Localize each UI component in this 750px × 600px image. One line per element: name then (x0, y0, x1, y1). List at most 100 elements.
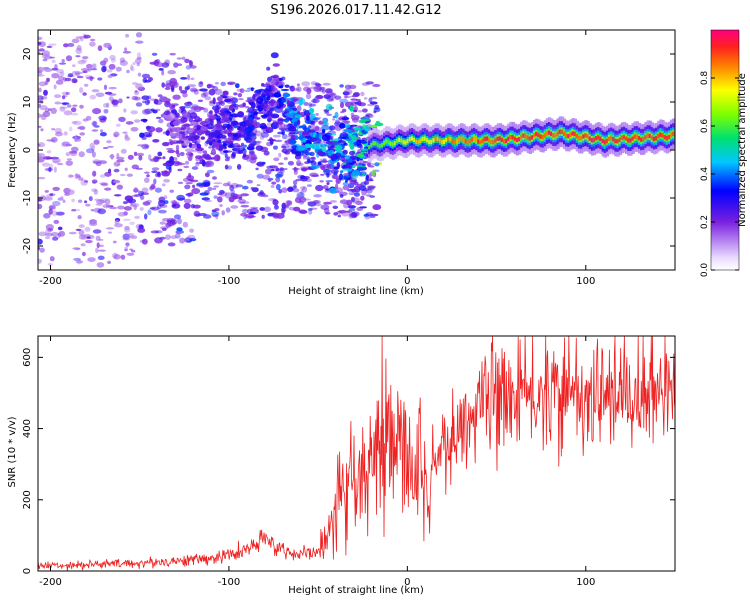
spectrogram-blob (329, 125, 336, 131)
spectrogram-blob (65, 91, 69, 96)
spectrogram-blob (303, 101, 309, 106)
spectrogram-blob (113, 194, 122, 197)
spectrogram-blob (325, 140, 334, 145)
spectrogram-blob (261, 161, 266, 165)
spectrogram-blob (157, 94, 163, 98)
spectrogram-blob (182, 92, 188, 98)
spectrogram-blob (262, 174, 270, 180)
spectrogram-blob (295, 178, 301, 182)
spectrogram-blob (332, 175, 340, 180)
spectrogram-blob (259, 207, 266, 211)
spectrogram-blob (368, 165, 375, 168)
spectrogram-blob (227, 181, 231, 186)
spectrogram-blob (126, 96, 130, 99)
spectrogram-blob (186, 234, 196, 240)
spectrogram-blob (240, 212, 247, 217)
spectrogram-blob (283, 157, 288, 161)
spectrogram-blob (167, 70, 176, 75)
spectrogram-blob (59, 71, 65, 77)
spectrogram-blob (97, 249, 107, 252)
spectrogram-blob (214, 130, 221, 136)
spectrogram-blob (351, 169, 361, 177)
spectrogram-band-cell (520, 134, 524, 140)
spectrogram-blob (183, 165, 190, 169)
spectrogram-blob (98, 115, 107, 121)
spectrogram-blob (228, 113, 233, 121)
spectrogram-blob (61, 95, 66, 100)
spectrogram-blob (316, 151, 324, 156)
spectrogram-blob (256, 184, 261, 187)
y-tick-label: 600 (22, 348, 33, 367)
spectrogram-blob (86, 236, 91, 239)
spectrogram-blob (288, 186, 294, 190)
spectrogram-blob (271, 84, 275, 92)
spectrogram-blob (67, 42, 75, 47)
spectrogram-blob (237, 150, 243, 154)
spectrogram-blob (220, 100, 225, 107)
y-tick-label: -20 (22, 238, 33, 254)
spectrogram-blob (233, 133, 238, 138)
spectrogram-blob (203, 214, 212, 219)
spectrogram-blob (44, 233, 54, 237)
spectrogram-band-cell (387, 139, 391, 145)
spectrogram-blob (311, 98, 320, 104)
spectrogram-blob (144, 171, 150, 174)
spectrogram-blob (272, 134, 281, 138)
spectrogram-blob (71, 121, 78, 124)
spectrogram-blob (139, 239, 146, 243)
spectrogram-band-cell (584, 133, 588, 138)
spectrogram-blob (177, 168, 183, 172)
spectrogram-blob (160, 226, 169, 230)
spectrogram-blob (275, 167, 280, 172)
spectrogram-blob (130, 127, 139, 132)
spectrogram-blob (188, 178, 194, 182)
spectrogram-blob (244, 89, 251, 93)
spectrogram-blob (266, 110, 273, 117)
spectrogram-blob (245, 99, 255, 103)
spectrogram-band-cell (518, 137, 522, 142)
spectrogram-blob (91, 89, 100, 93)
spectrogram-blob (303, 86, 311, 92)
spectrogram-blob (199, 192, 209, 196)
spectrogram-blob (247, 215, 256, 218)
spectrogram-blob (102, 204, 111, 209)
spectrogram-blob (334, 111, 339, 119)
spectrogram-blob (272, 198, 277, 201)
spectrogram-blob (146, 174, 150, 178)
spectrogram-blob (107, 145, 114, 148)
spectrogram-blob (90, 209, 95, 212)
spectrogram-blob (148, 154, 152, 161)
spectrogram-blob (38, 95, 44, 102)
spectrogram-blob (213, 142, 219, 148)
spectrogram-blob (108, 231, 113, 234)
spectrogram-blob (268, 179, 272, 182)
spectrogram-blob (204, 199, 213, 203)
spectrogram-blob (72, 120, 82, 126)
spectrogram-blob (224, 192, 233, 199)
spectrogram-blob (329, 200, 337, 203)
spectrogram-blob (109, 206, 118, 210)
spectrogram-blob (208, 115, 218, 120)
spectrogram-blob (155, 62, 164, 68)
spectrogram-blob (125, 33, 130, 38)
spectrogram-blob (45, 157, 54, 160)
spectrogram-blob (185, 148, 194, 153)
spectrogram-blob (168, 139, 173, 142)
spectrogram-blob (162, 227, 167, 231)
spectrogram-blob (181, 145, 188, 149)
spectrogram-blob (237, 134, 246, 138)
spectrogram-blob (51, 210, 58, 217)
spectrogram-blob (131, 249, 136, 253)
spectrogram-blob (38, 125, 42, 128)
spectrogram-blob (141, 187, 149, 193)
spectrogram-blob (220, 131, 227, 135)
spectrogram-band-cell (389, 141, 393, 146)
spectrogram-blob (71, 198, 75, 203)
spectrogram-blob (48, 205, 55, 210)
spectrogram-blob (214, 154, 221, 162)
spectrogram-blob (343, 129, 352, 133)
spectrogram-band-cell (652, 136, 657, 142)
spectrogram-blob (202, 179, 211, 186)
spectrogram-blob (304, 118, 312, 124)
